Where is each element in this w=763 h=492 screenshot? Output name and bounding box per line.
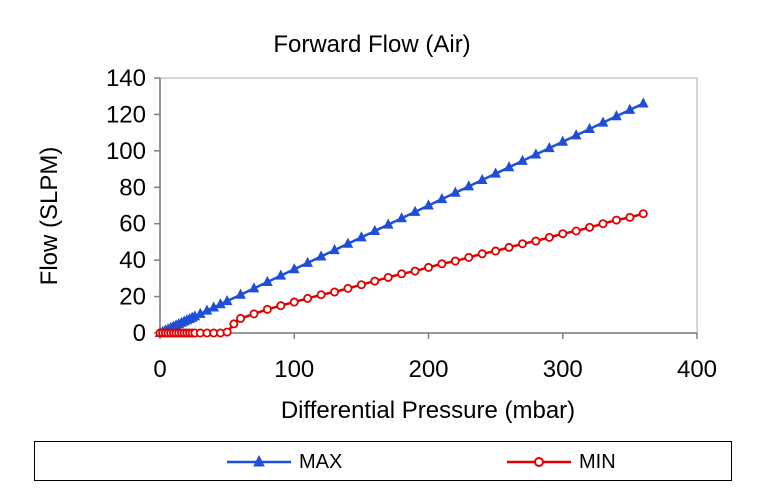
data-point-min (464, 252, 474, 262)
data-point-min (222, 327, 232, 337)
data-point-max (584, 122, 595, 133)
data-point-max (624, 103, 636, 114)
data-point-min (397, 269, 407, 279)
data-point-max (557, 135, 569, 146)
x-axis-label: Differential Pressure (mbar) (281, 397, 575, 424)
chart-title: Forward Flow (Air) (273, 31, 470, 58)
data-point-min (571, 226, 581, 236)
data-point-max (248, 282, 260, 293)
chart-svg: Forward Flow (Air) 0 20 40 60 80 100 120 140 0 1… (36, 31, 717, 424)
data-point-min (491, 246, 501, 256)
data-point-min (611, 215, 621, 225)
data-point-min (370, 276, 380, 286)
legend: MAX MIN (34, 441, 732, 481)
data-point-min (383, 272, 393, 282)
data-point-max (302, 256, 314, 267)
data-point-max (490, 167, 501, 178)
data-point-max (436, 193, 448, 204)
data-point-min (229, 319, 239, 329)
data-point-min (450, 256, 460, 266)
data-point-max (369, 224, 381, 235)
data-point-min (276, 301, 286, 311)
data-point-min (625, 212, 635, 222)
data-point-max (530, 148, 542, 159)
y-tick-label: 0 (133, 320, 146, 347)
x-tick-label: 200 (408, 356, 448, 383)
y-tick-label: 80 (119, 174, 146, 201)
data-point-min (437, 259, 447, 269)
data-point-max (221, 295, 233, 306)
data-point-min (638, 209, 648, 219)
data-point-max (235, 288, 246, 299)
y-tick-label: 140 (106, 65, 146, 92)
data-point-max (315, 250, 327, 261)
data-point-max (215, 298, 226, 309)
data-point-max (463, 180, 475, 191)
data-point-max (201, 304, 213, 315)
data-point-max (396, 212, 407, 223)
data-point-max (329, 244, 340, 255)
data-point-min (558, 229, 568, 239)
data-point-max (275, 269, 287, 280)
data-point-max (450, 186, 461, 197)
data-point-min (249, 309, 259, 319)
data-point-max (262, 275, 273, 286)
legend-item-min: MIN (507, 442, 616, 482)
data-point-max (382, 218, 394, 229)
y-tick-label: 100 (106, 138, 146, 165)
data-point-min (330, 287, 340, 297)
x-axis-ticks: 0 100 200 300 400 (153, 333, 717, 383)
data-point-min (531, 236, 541, 246)
y-tick-label: 120 (106, 101, 146, 128)
data-point-min (477, 249, 487, 259)
x-tick-label: 0 (153, 356, 166, 383)
data-point-min (303, 293, 313, 303)
x-tick-label: 400 (677, 356, 717, 383)
data-point-max (517, 154, 528, 165)
data-point-min (343, 283, 353, 293)
data-point-max (409, 205, 421, 216)
data-point-max (637, 97, 649, 108)
legend-swatch-min (507, 457, 571, 467)
data-point-min (262, 304, 272, 314)
data-point-min (356, 280, 366, 290)
legend-label-min: MIN (579, 450, 616, 473)
data-point-min (316, 290, 326, 300)
data-point-max (476, 173, 488, 184)
data-point-max (423, 199, 434, 210)
data-point-max (543, 142, 555, 153)
x-tick-label: 300 (543, 356, 583, 383)
data-point-max (342, 237, 354, 248)
legend-swatch-max (227, 454, 291, 467)
legend-item-max: MAX (227, 442, 342, 482)
data-point-max (570, 129, 582, 140)
data-point-min (517, 239, 527, 249)
data-point-max (611, 110, 622, 121)
legend-label-max: MAX (299, 450, 343, 473)
y-axis-label: Flow (SLPM) (36, 147, 63, 286)
y-tick-label: 60 (119, 211, 146, 238)
y-axis-ticks: 0 20 40 60 80 100 120 140 (106, 65, 160, 347)
data-point-max (288, 263, 300, 274)
data-point-max (597, 116, 609, 127)
data-point-min (423, 262, 433, 272)
y-tick-label: 40 (119, 247, 146, 274)
series-layer (154, 97, 649, 338)
y-tick-label: 20 (119, 284, 146, 311)
data-point-min (598, 219, 608, 229)
x-tick-label: 100 (274, 356, 314, 383)
data-point-min (410, 266, 420, 276)
data-point-max (356, 231, 367, 242)
data-point-min (236, 313, 246, 323)
data-point-min (585, 222, 595, 232)
data-point-min (544, 232, 554, 242)
data-point-min (504, 242, 514, 252)
data-point-min (289, 297, 299, 307)
data-point-max (503, 161, 515, 172)
